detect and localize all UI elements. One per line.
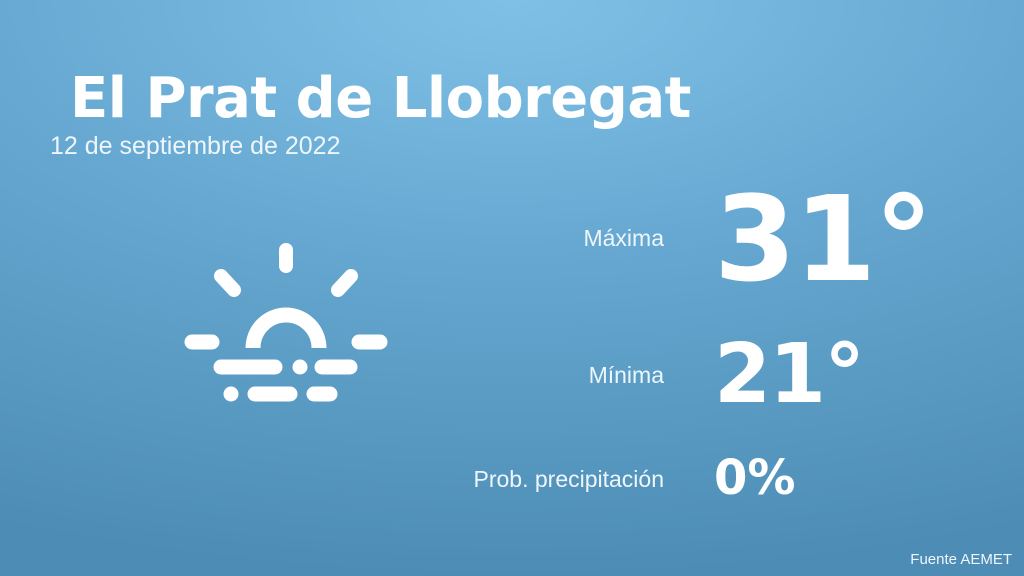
precipitation-label: Prob. precipitación: [473, 466, 665, 492]
location-title: El Prat de Llobregat: [70, 66, 691, 131]
forecast-date: 12 de septiembre de 2022: [50, 132, 341, 160]
max-temp-value: 31°: [714, 170, 933, 308]
max-temp-label: Máxima: [583, 225, 664, 251]
source-credit: Fuente AEMET: [910, 551, 1012, 568]
precipitation-value: 0%: [714, 450, 796, 506]
min-temp-label: Mínima: [588, 362, 664, 388]
min-temp-value: 21°: [714, 327, 865, 422]
